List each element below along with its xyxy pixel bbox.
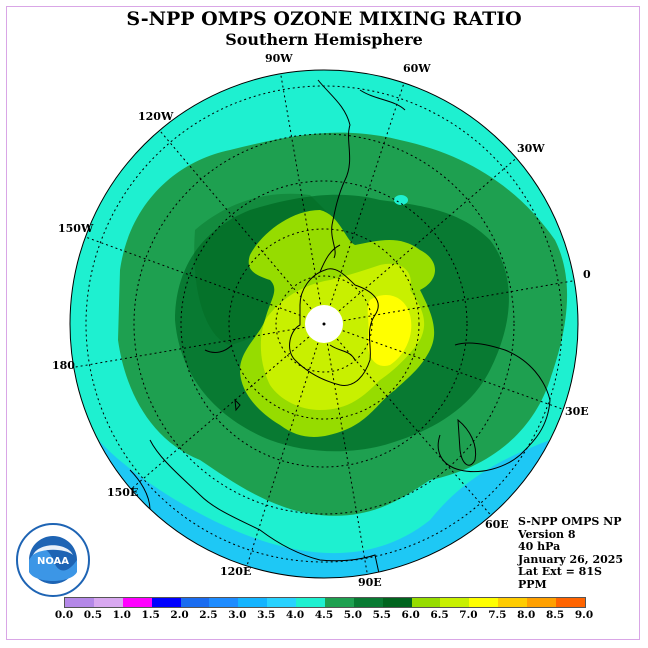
colorbar-swatch xyxy=(498,598,527,607)
info-date: January 26, 2025 xyxy=(518,552,624,566)
colorbar-swatch xyxy=(296,598,325,607)
svg-text:NOAA: NOAA xyxy=(37,556,69,567)
figure-frame xyxy=(6,6,640,640)
colorbar-swatch xyxy=(65,598,94,607)
colorbar-swatch xyxy=(267,598,296,607)
south-pole-marker xyxy=(322,322,326,326)
lon-label-90e: 90E xyxy=(358,576,382,589)
lon-label-150e: 150E xyxy=(107,486,139,499)
colorbar xyxy=(64,597,586,608)
info-instrument: S-NPP OMPS NP xyxy=(518,515,622,528)
lon-label-90w: 90W xyxy=(265,52,293,65)
colorbar-swatch xyxy=(382,598,412,607)
colorbar-swatch xyxy=(93,598,123,607)
colorbar-tick-label: 3.5 xyxy=(257,609,276,621)
info-units: PPM xyxy=(518,577,547,591)
colorbar-swatch xyxy=(353,598,383,607)
map-title: S-NPP OMPS OZONE MIXING RATIO xyxy=(126,8,522,30)
colorbar-tick-label: 9.0 xyxy=(574,609,594,621)
lon-label-120e: 120E xyxy=(220,565,252,578)
lon-label-30e: 30E xyxy=(565,405,589,418)
colorbar-tick-label: 3.0 xyxy=(228,609,247,621)
coastlines xyxy=(129,79,551,578)
colorbar-tick-label: 5.5 xyxy=(372,609,391,621)
lon-label-60w: 60W xyxy=(403,62,431,75)
colorbar-tick-label: 0.0 xyxy=(54,609,74,621)
colorbar-tick-label: 8.5 xyxy=(545,609,565,621)
colorbar-swatch xyxy=(209,598,239,607)
colorbar-tick-label: 4.0 xyxy=(285,609,305,621)
longitude-grid xyxy=(70,70,578,578)
map-subtitle: Southern Hemisphere xyxy=(225,30,423,49)
colorbar-swatch xyxy=(555,598,585,607)
colorbar-swatch xyxy=(122,598,152,607)
lon-label-30w: 30W xyxy=(517,142,545,155)
colorbar-swatch xyxy=(469,598,499,607)
colorbar-swatch xyxy=(440,598,470,607)
info-panel: S-NPP OMPS NP Version 8 40 hPa January 2… xyxy=(518,515,624,591)
colorbar-swatch xyxy=(324,598,354,607)
colorbar-tick-label: 4.5 xyxy=(314,609,334,621)
contour-band-6.5 xyxy=(367,295,412,366)
noaa-logo: NOAA xyxy=(16,523,90,597)
info-lat-ext: Lat Ext = 81S xyxy=(518,565,602,578)
lon-label-60e: 60E xyxy=(485,518,509,531)
colorbar-tick-label: 8.0 xyxy=(517,609,536,621)
colorbar-tick-label: 2.0 xyxy=(170,609,189,621)
info-level: 40 hPa xyxy=(518,540,561,553)
contour-patch xyxy=(394,195,408,205)
lon-label-180: 180 xyxy=(52,359,75,372)
colorbar-swatch xyxy=(180,598,210,607)
colorbar-swatch xyxy=(527,598,556,607)
lon-label-0: 0 xyxy=(583,268,591,281)
colorbar-swatch xyxy=(238,598,268,607)
colorbar-tick-label: 5.0 xyxy=(343,609,363,621)
latitude-grid xyxy=(85,85,563,563)
colorbar-tick-label: 1.5 xyxy=(141,609,160,621)
colorbar-tick-label: 2.5 xyxy=(199,609,218,621)
colorbar-tick-label: 6.5 xyxy=(430,609,449,621)
colorbar-tick-label: 6.0 xyxy=(401,609,420,621)
map-boundary xyxy=(69,69,579,579)
colorbar-tick-label: 7.5 xyxy=(488,609,507,621)
lon-label-120w: 120W xyxy=(138,110,174,123)
colorbar-swatch xyxy=(411,598,441,607)
colorbar-tick-label: 7.0 xyxy=(459,609,478,621)
lon-label-150w: 150W xyxy=(58,222,94,235)
info-version: Version 8 xyxy=(518,527,576,541)
colorbar-tick-label: 1.0 xyxy=(112,609,131,621)
colorbar-swatch xyxy=(151,598,181,607)
colorbar-tick-label: 0.5 xyxy=(83,609,103,621)
